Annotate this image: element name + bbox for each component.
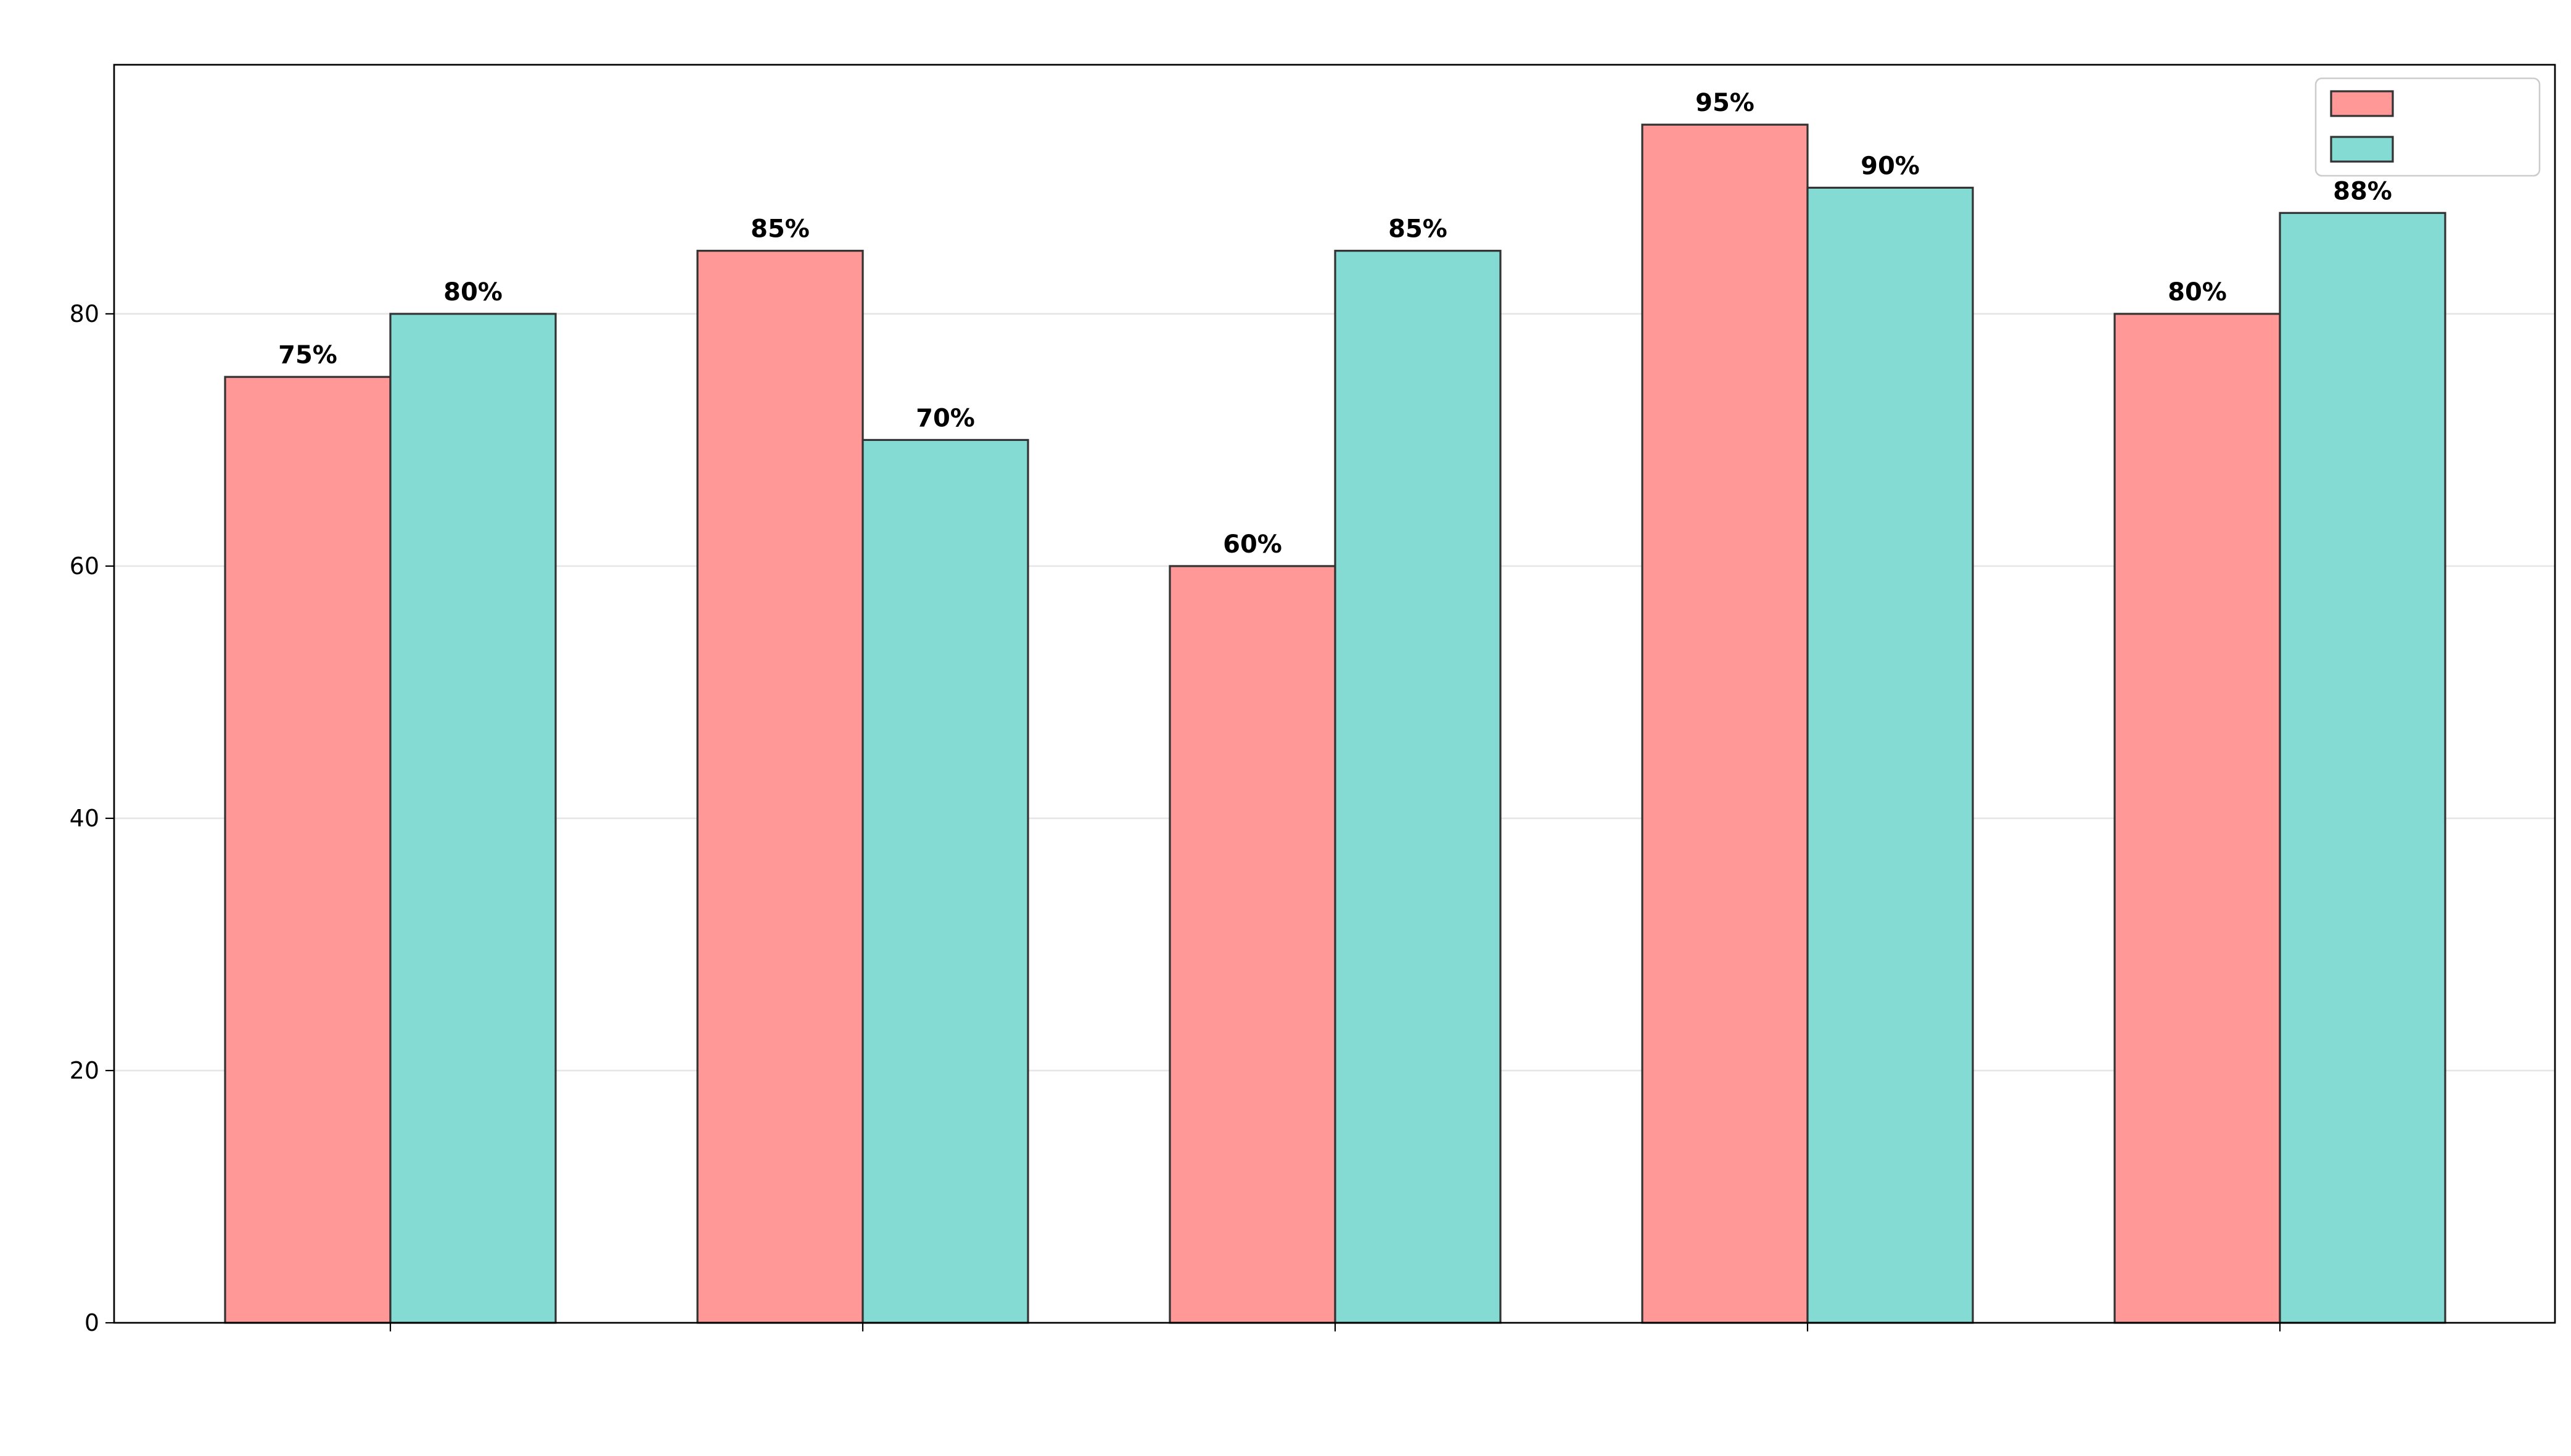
bar-series-0-category-4 [2113,313,2281,1324]
data-labels: 75% 80% 85% 70% 60% 85% 95% 90% 80% 88% [278,89,2392,559]
x-axis [389,1323,2281,1331]
bar-series-0-category-2 [1169,565,1336,1324]
data-label: 88% [2333,177,2392,205]
bar-series-1-category-1 [862,438,1029,1324]
data-label: 95% [1695,89,1754,117]
bar-series-0-category-0 [224,376,392,1324]
legend-swatch-series-0 [2330,90,2394,117]
y-tick-label: 0 [84,1309,99,1336]
y-tick-label: 80 [70,300,99,327]
bar-series-0-category-3 [1641,123,1809,1324]
data-label: 80% [443,278,503,306]
bars [224,123,2446,1324]
data-label: 60% [1223,530,1282,559]
bar-series-1-category-0 [389,313,557,1324]
bar-series-0-category-1 [696,250,864,1324]
data-label: 75% [278,341,337,369]
data-label: 90% [1861,152,1920,180]
data-label: 70% [916,404,975,432]
bar-series-1-category-2 [1334,250,1502,1324]
y-tick-label: 20 [70,1057,99,1084]
legend [2314,77,2541,177]
y-axis: 0 20 40 60 80 [70,300,114,1336]
bar-series-1-category-3 [1806,186,1974,1324]
data-label: 85% [1388,215,1447,244]
legend-swatch-series-1 [2330,136,2394,163]
y-tick-label: 40 [70,805,99,832]
data-label: 80% [2168,278,2227,306]
data-label: 85% [751,215,810,244]
y-tick-label: 60 [70,553,99,580]
bar-series-1-category-4 [2279,212,2446,1324]
